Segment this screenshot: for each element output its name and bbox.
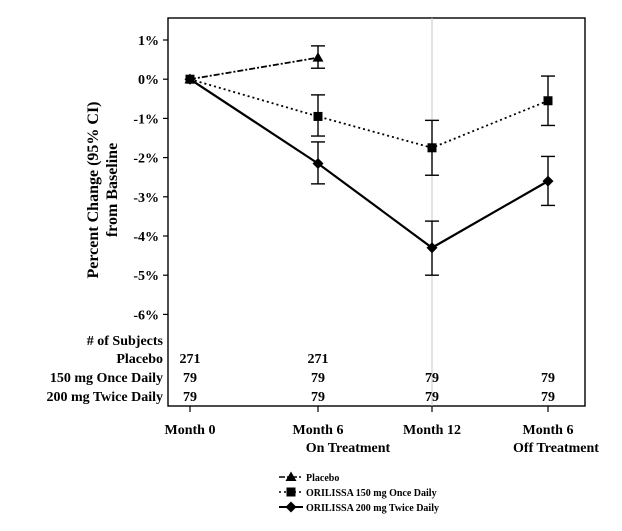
x-tick-label: Month 6 [293,423,344,438]
x-tick-label: On Treatment [306,441,391,456]
legend-marker [285,501,297,513]
y-tick-label: -5% [133,269,159,284]
subjects-count: 79 [425,390,439,405]
subjects-count: 79 [183,390,197,405]
series-line-0 [189,56,319,81]
x-tick-label: Month 6 [523,423,574,438]
data-point [426,242,438,254]
data-point [184,73,196,85]
legend-label: Placebo [306,473,339,484]
series-line-1 [189,78,549,149]
y-tick-label: 1% [138,34,159,49]
subjects-count: 271 [308,352,329,367]
x-tick-label: Month 0 [165,423,216,438]
data-point [427,143,437,153]
legend-marker [285,471,297,481]
y-tick-label: -4% [133,230,159,245]
y-tick-label: 0% [138,73,159,88]
subjects-count: 79 [541,371,555,386]
y-axis-title: Percent Change (95% CI) from Baseline [85,101,121,278]
data-point [312,157,324,169]
subjects-count: 79 [541,390,555,405]
data-point [312,52,324,62]
legend-label: ORILISSA 150 mg Once Daily [306,488,437,499]
y-tick-label: -6% [133,308,159,323]
subjects-count: 79 [183,371,197,386]
subjects-count: 271 [180,352,201,367]
plot-frame [167,17,586,407]
series-line-2 [189,78,549,250]
y-tick-label: -3% [133,191,159,206]
subjects-row-label: 150 mg Once Daily [50,371,163,386]
subjects-count: 79 [425,371,439,386]
y-axis-label-line: from Baseline [104,143,121,237]
subjects-heading: # of Subjects [87,334,164,349]
subjects-row-label: 200 mg Twice Daily [46,390,163,405]
subjects-count: 79 [311,390,325,405]
legend-label: ORILISSA 200 mg Twice Daily [306,503,439,514]
data-point [313,111,323,121]
subjects-count: 79 [311,371,325,386]
data-point [542,175,554,187]
data-point [543,96,553,106]
x-tick-label: Off Treatment [513,441,599,456]
x-tick-label: Month 12 [403,423,461,438]
legend-marker [286,487,296,497]
y-tick-label: -1% [133,112,159,127]
y-axis-label-line: Percent Change (95% CI) [85,101,102,278]
subjects-row-label: Placebo [116,352,163,367]
y-tick-label: -2% [133,152,159,167]
